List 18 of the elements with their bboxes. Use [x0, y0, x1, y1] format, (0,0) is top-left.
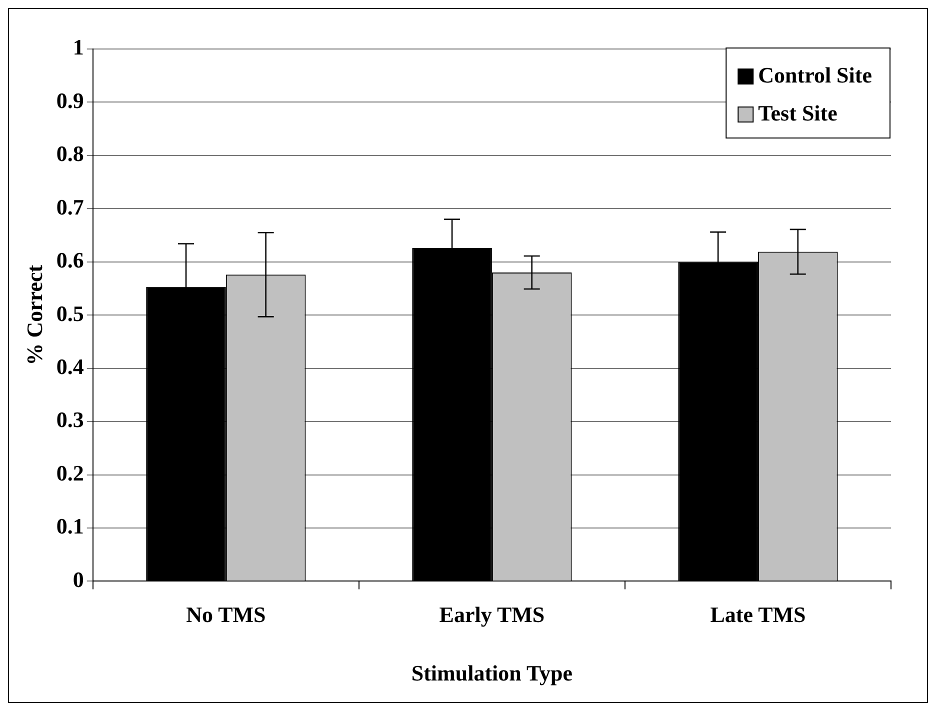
y-tick-label: 0.2	[56, 460, 84, 486]
x-tick-label: Late TMS	[710, 602, 806, 628]
y-tick-label: 0	[72, 566, 84, 592]
y-tick-label: 0.1	[56, 514, 84, 539]
legend-label: Test Site	[758, 100, 838, 126]
legend-label: Control Site	[758, 62, 872, 88]
y-tick-label: 1	[72, 34, 84, 60]
y-tick-label: 0.6	[56, 248, 84, 273]
y-tick-label: 0.7	[56, 194, 84, 220]
y-tick-label: 0.8	[56, 141, 84, 166]
y-axis-title: % Correct	[22, 264, 47, 366]
x-tick-label: No TMS	[186, 602, 266, 628]
y-tick-label: 0.5	[56, 300, 84, 326]
y-tick-label: 0.3	[56, 407, 84, 432]
y-tick-label: 0.4	[56, 354, 84, 380]
y-tick-label: 0.9	[56, 88, 84, 113]
x-axis-title: Stimulation Type	[411, 660, 573, 686]
x-tick-label: Early TMS	[439, 602, 545, 628]
